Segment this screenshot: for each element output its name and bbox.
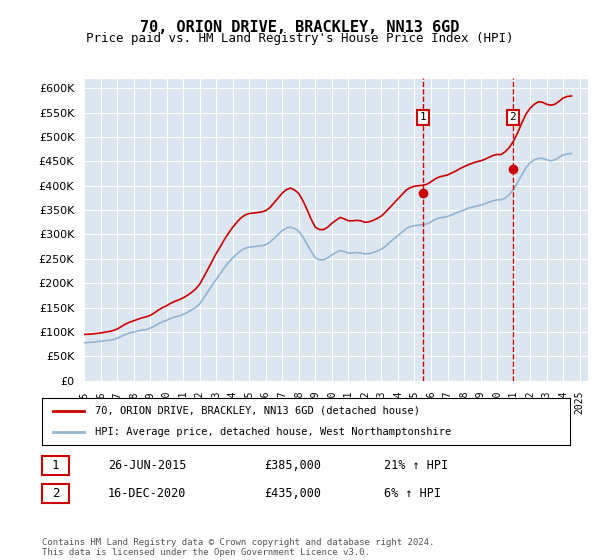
FancyBboxPatch shape	[507, 110, 518, 125]
Text: 1: 1	[419, 113, 426, 123]
Text: 26-JUN-2015: 26-JUN-2015	[108, 459, 187, 473]
Text: 2: 2	[52, 487, 59, 501]
Text: £385,000: £385,000	[264, 459, 321, 473]
FancyBboxPatch shape	[417, 110, 428, 125]
Text: £435,000: £435,000	[264, 487, 321, 501]
Text: 70, ORION DRIVE, BRACKLEY, NN13 6GD (detached house): 70, ORION DRIVE, BRACKLEY, NN13 6GD (det…	[95, 406, 420, 416]
Text: Contains HM Land Registry data © Crown copyright and database right 2024.
This d: Contains HM Land Registry data © Crown c…	[42, 538, 434, 557]
Text: 1: 1	[52, 459, 59, 473]
Text: 21% ↑ HPI: 21% ↑ HPI	[384, 459, 448, 473]
Text: 2: 2	[509, 113, 516, 123]
Text: Price paid vs. HM Land Registry's House Price Index (HPI): Price paid vs. HM Land Registry's House …	[86, 32, 514, 45]
Text: 16-DEC-2020: 16-DEC-2020	[108, 487, 187, 501]
Text: 6% ↑ HPI: 6% ↑ HPI	[384, 487, 441, 501]
Text: HPI: Average price, detached house, West Northamptonshire: HPI: Average price, detached house, West…	[95, 427, 451, 437]
Text: 70, ORION DRIVE, BRACKLEY, NN13 6GD: 70, ORION DRIVE, BRACKLEY, NN13 6GD	[140, 20, 460, 35]
